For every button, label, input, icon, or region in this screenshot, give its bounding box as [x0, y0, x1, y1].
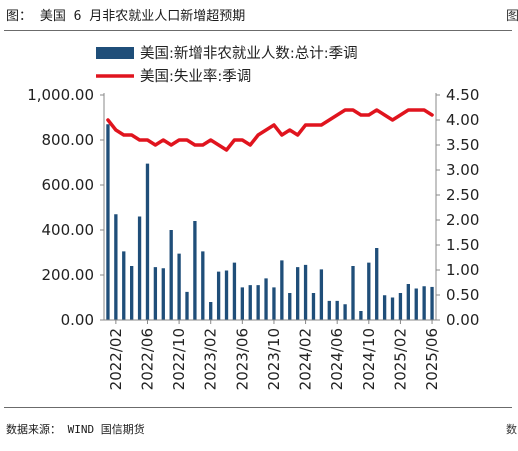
bar — [122, 251, 126, 321]
left-axis-ticks: 0.00 200.00 400.00 600.00 800.00 1,000.00 — [27, 86, 104, 329]
x-tick-label: 2022/06 — [138, 328, 156, 390]
bar — [422, 286, 426, 320]
left-tick-label: 1,000.00 — [27, 86, 94, 104]
right-tick-label: 1.50 — [446, 236, 479, 254]
combo-chart: 0.00 200.00 400.00 600.00 800.00 1,000.00 0.0… — [27, 45, 479, 390]
bar — [209, 302, 213, 320]
bar — [406, 284, 410, 320]
bar — [390, 297, 395, 320]
x-tick-label: 2024/10 — [360, 328, 378, 390]
right-tick-label: 4.50 — [446, 86, 479, 104]
bar — [201, 251, 205, 321]
bar — [375, 248, 379, 320]
bar — [382, 295, 387, 320]
source-note: 数据来源： WIND 国信期货 — [6, 423, 145, 436]
bar — [177, 253, 181, 321]
clipped-edge-glyph: 数 — [506, 423, 517, 436]
bar — [398, 293, 403, 320]
bar — [303, 264, 308, 321]
bar-series — [106, 124, 434, 321]
bar — [272, 287, 276, 321]
bar — [114, 214, 118, 320]
bar — [248, 285, 252, 321]
unemployment-line — [106, 108, 434, 152]
x-tick-label: 2022/02 — [107, 328, 125, 390]
bar — [319, 269, 324, 321]
right-tick-label: 3.00 — [446, 161, 479, 179]
x-tick-label: 2025/06 — [423, 328, 441, 390]
clipped-edge-glyph: 图 — [506, 9, 518, 24]
bar — [280, 260, 284, 321]
x-tick-label: 2023/10 — [265, 328, 283, 390]
right-tick-label: 1.00 — [446, 261, 479, 279]
bar — [185, 291, 189, 321]
x-tick-label: 2024/02 — [297, 328, 315, 390]
right-tick-label: 3.50 — [446, 136, 479, 154]
bar — [137, 216, 142, 320]
right-axis-ticks: 0.00 0.50 1.00 1.50 2.00 2.50 3.00 3.50 4.00 4.50 — [436, 86, 479, 329]
title-rule — [4, 30, 512, 31]
bar — [256, 285, 260, 321]
x-tick-label: 2025/02 — [391, 328, 409, 390]
bar — [161, 268, 165, 320]
right-tick-label: 0.50 — [446, 286, 479, 304]
legend-line-label: 美国:失业率:季调 — [140, 68, 251, 85]
bar — [216, 271, 221, 321]
bar — [430, 286, 434, 320]
bar — [359, 311, 363, 320]
bar — [145, 163, 150, 321]
bar — [343, 304, 347, 320]
bar — [130, 266, 134, 320]
bar — [169, 230, 173, 320]
bar — [311, 293, 316, 320]
x-tick-label: 2022/10 — [170, 328, 188, 390]
x-tick-label: 2023/06 — [233, 328, 251, 390]
x-tick-label: 2024/06 — [328, 328, 346, 390]
left-tick-label: 0.00 — [61, 311, 94, 329]
right-tick-label: 2.00 — [446, 211, 479, 229]
bar — [106, 124, 110, 320]
right-tick-label: 0.00 — [446, 311, 479, 329]
right-tick-label: 2.50 — [446, 186, 479, 204]
bar — [414, 288, 418, 320]
bar — [351, 266, 355, 320]
bar — [335, 300, 339, 321]
bar — [224, 270, 229, 320]
left-tick-label: 200.00 — [42, 266, 95, 284]
bar — [240, 287, 244, 321]
figure-title: 图： 美国 6 月非农就业人口新增超预期 — [6, 9, 246, 24]
left-tick-label: 400.00 — [42, 221, 95, 239]
legend-bar-label: 美国:新增非农就业人数:总计:季调 — [140, 45, 358, 62]
bar — [232, 262, 237, 321]
x-tick-label: 2023/02 — [202, 328, 220, 390]
bar — [288, 293, 292, 320]
bar — [264, 278, 268, 321]
left-tick-label: 600.00 — [42, 176, 95, 194]
bar — [327, 300, 331, 321]
legend-bar-swatch — [96, 47, 134, 59]
bar — [193, 221, 197, 320]
bar — [367, 262, 371, 321]
source-rule — [4, 407, 512, 408]
bar — [296, 267, 300, 321]
right-tick-label: 4.00 — [446, 111, 479, 129]
left-tick-label: 800.00 — [42, 131, 95, 149]
bar — [153, 267, 158, 321]
legend: 美国:新增非农就业人数:总计:季调 美国:失业率:季调 — [96, 45, 358, 85]
x-axis-ticks: 2022/02 2022/06 2022/10 2023/02 2023/06 2023/… — [107, 320, 441, 390]
